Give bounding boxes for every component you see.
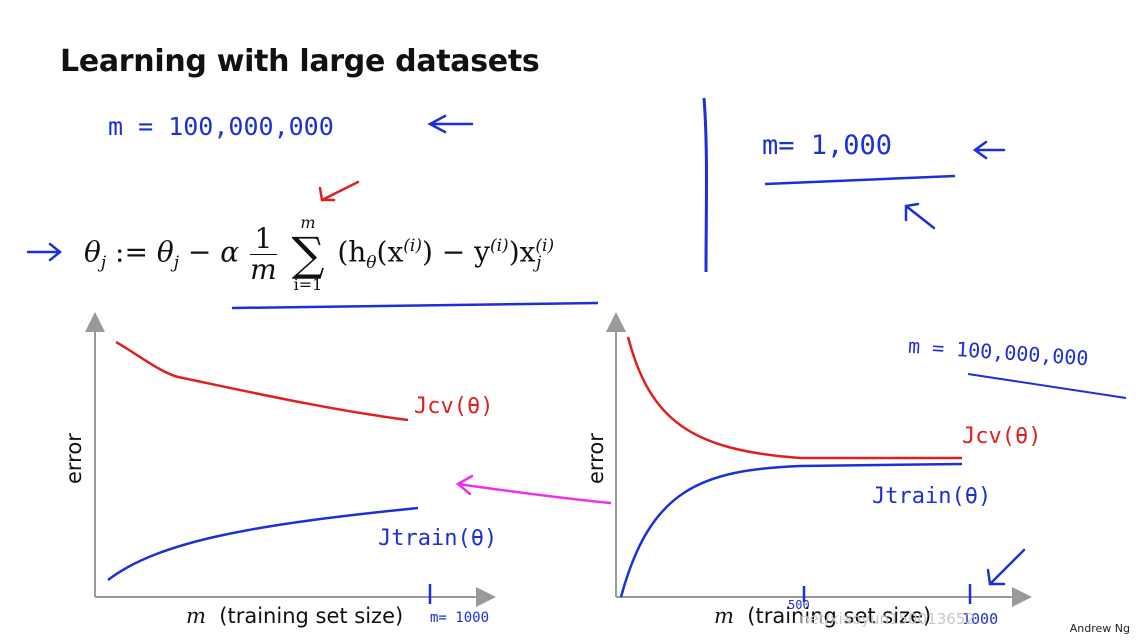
gradient-update-equation: θj := θj − α 1 m m ∑ i=1 (hθ(x(i)) − y(i… bbox=[84, 213, 555, 294]
right-m-underline bbox=[967, 373, 1127, 399]
left-jcv-curve bbox=[115, 340, 409, 422]
annotation-right-m: m = 100,000,000 bbox=[907, 333, 1090, 371]
annotation-m-large: m = 100,000,000 bbox=[108, 112, 334, 141]
right-jcv-label: Jcv(θ) bbox=[962, 424, 1042, 449]
arrow-left-icon bbox=[427, 114, 474, 134]
left-jtrain-label: Jtrain(θ) bbox=[378, 526, 498, 551]
annotation-m-small: m= 1,000 bbox=[762, 130, 893, 161]
annotation-tick-1000: 1000 bbox=[962, 610, 999, 628]
watermark: net/xiaoyun150013652 bbox=[800, 610, 975, 628]
arrow-left-icon bbox=[972, 140, 1006, 160]
summation-sign: m ∑ i=1 bbox=[291, 213, 325, 294]
annotation-m-1000: m= 1000 bbox=[430, 610, 490, 626]
left-jtrain-curve bbox=[107, 506, 419, 581]
slide-title: Learning with large datasets bbox=[60, 44, 540, 79]
right-y-axis-label: error bbox=[584, 433, 608, 484]
fraction-1-over-m: 1 m bbox=[250, 221, 277, 286]
left-y-axis-label: error bbox=[62, 433, 86, 484]
arrow-down-left-icon bbox=[986, 548, 1026, 586]
right-x-axis-label: m (training set size) bbox=[714, 604, 932, 628]
equation-underline bbox=[231, 301, 599, 310]
arrow-up-left-icon bbox=[904, 202, 936, 230]
author-credit: Andrew Ng bbox=[1069, 622, 1130, 635]
m-small-underline bbox=[764, 174, 956, 186]
vertical-divider bbox=[702, 97, 708, 273]
right-jtrain-label: Jtrain(θ) bbox=[872, 484, 992, 509]
left-x-axis-label: m (training set size) bbox=[186, 604, 404, 628]
arrow-right-icon bbox=[26, 242, 63, 262]
left-jcv-label: Jcv(θ) bbox=[414, 394, 494, 419]
red-arrow-icon bbox=[318, 180, 360, 202]
